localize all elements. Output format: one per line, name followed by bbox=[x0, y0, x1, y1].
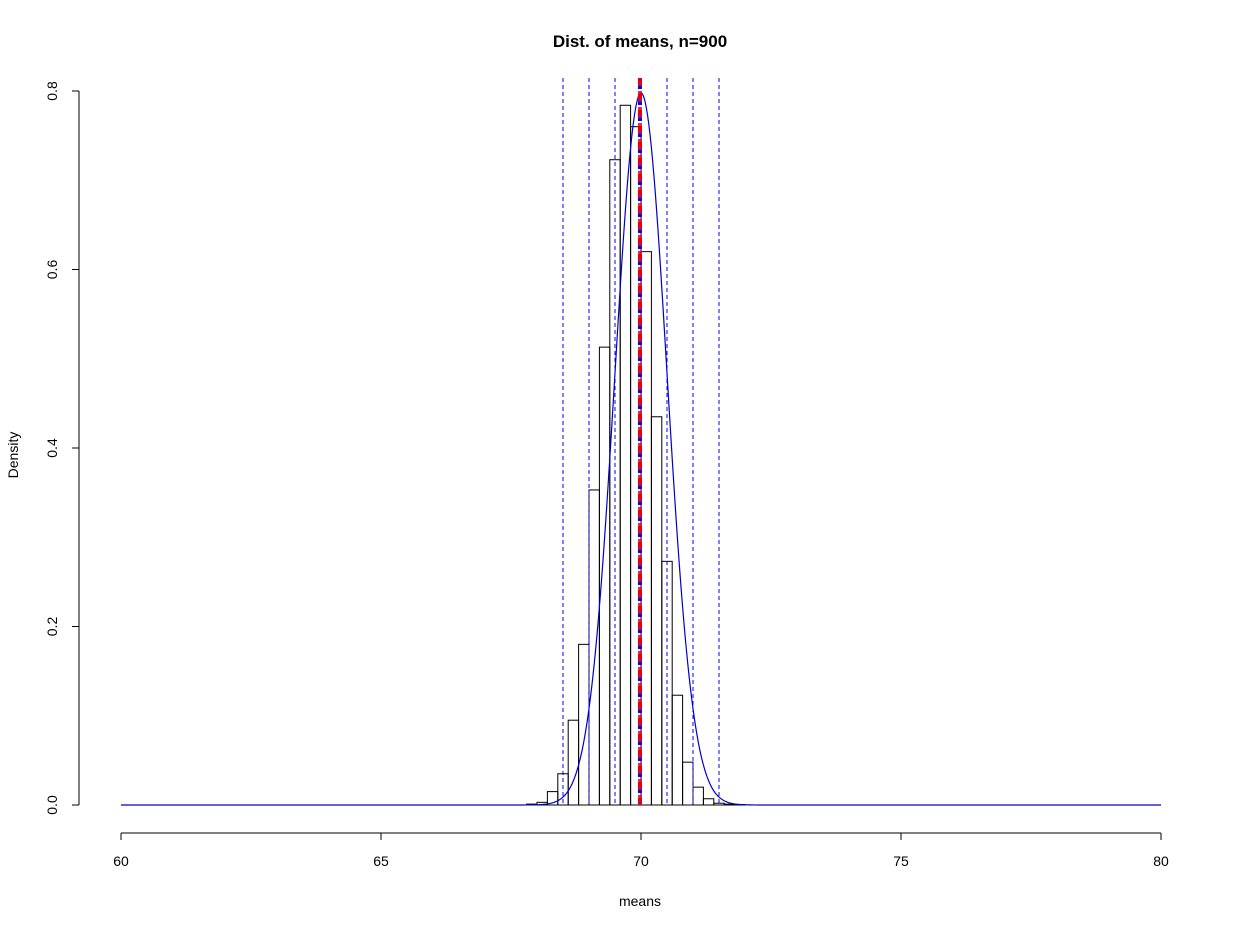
y-tick-label: 0.0 bbox=[44, 795, 60, 815]
y-tick-label: 0.2 bbox=[44, 617, 60, 637]
y-axis: 0.0 0.2 0.4 0.6 0.8 bbox=[44, 81, 80, 815]
y-tick-label: 0.6 bbox=[44, 260, 60, 280]
x-tick-label: 70 bbox=[633, 853, 649, 869]
chart-title: Dist. of means, n=900 bbox=[553, 32, 727, 51]
histogram-bar bbox=[650, 416, 663, 806]
y-tick-label: 0.8 bbox=[44, 81, 60, 101]
histogram-bar bbox=[682, 761, 694, 806]
x-axis: 60 65 70 75 80 bbox=[113, 832, 1169, 869]
x-tick-label: 65 bbox=[373, 853, 389, 869]
reference-lines bbox=[562, 78, 720, 805]
x-axis-label: means bbox=[619, 893, 661, 909]
histogram-bar bbox=[702, 798, 715, 806]
histogram-bar bbox=[640, 251, 652, 806]
x-tick-label: 80 bbox=[1153, 853, 1169, 869]
histogram-bar bbox=[578, 643, 590, 806]
y-tick-label: 0.4 bbox=[44, 438, 60, 458]
x-tick-label: 60 bbox=[113, 853, 129, 869]
y-axis-label: Density bbox=[5, 432, 21, 479]
histogram-bars bbox=[526, 104, 746, 806]
histogram-bar bbox=[598, 346, 611, 806]
histogram-bar bbox=[713, 802, 725, 806]
x-tick-label: 75 bbox=[893, 853, 909, 869]
histogram-bar bbox=[671, 694, 684, 806]
histogram-bar bbox=[567, 719, 580, 806]
histogram-bar bbox=[692, 786, 704, 806]
histogram-bar bbox=[588, 489, 600, 806]
